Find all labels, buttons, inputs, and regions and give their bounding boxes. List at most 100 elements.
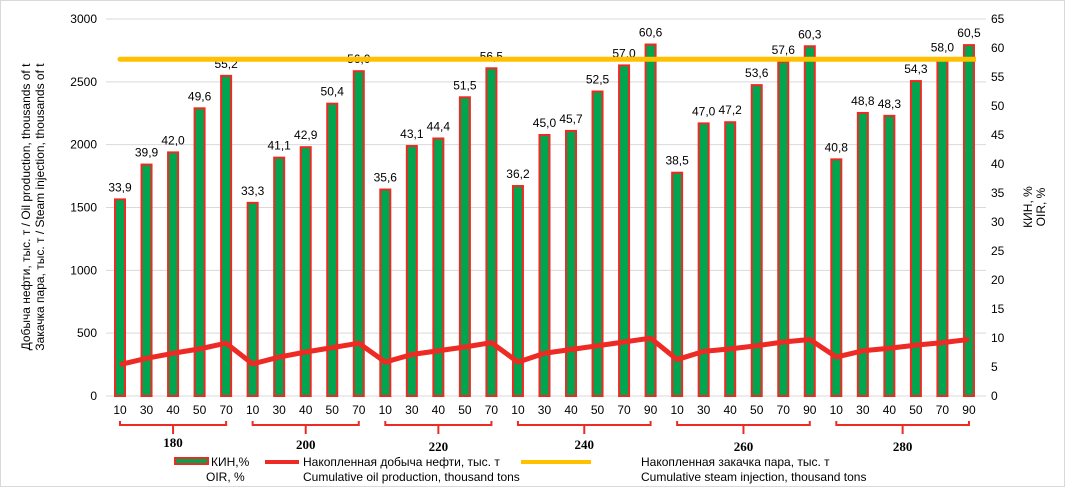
right-tick-label: 0 bbox=[991, 389, 998, 403]
bar-kin bbox=[644, 43, 657, 398]
x-tick-label: 50 bbox=[750, 403, 764, 417]
legend-label: Cumulative oil production, thousand tons bbox=[303, 470, 520, 484]
bar-data-label: 36,2 bbox=[506, 167, 530, 181]
bar-kin bbox=[565, 129, 578, 397]
bar-kin bbox=[909, 80, 922, 397]
x-tick-label: 30 bbox=[856, 403, 870, 417]
bar-kin bbox=[856, 111, 869, 398]
bar-data-label: 60,3 bbox=[798, 27, 822, 41]
bar-data-label: 38,5 bbox=[665, 154, 689, 168]
x-tick-label: 40 bbox=[432, 403, 446, 417]
bar-kin bbox=[167, 151, 180, 397]
bar-data-label: 44,4 bbox=[427, 119, 451, 133]
right-tick-label: 25 bbox=[991, 244, 1005, 258]
bar-kin bbox=[193, 107, 206, 397]
bar-kin bbox=[697, 122, 710, 398]
x-tick-label: 40 bbox=[299, 403, 313, 417]
right-tick-label: 10 bbox=[991, 331, 1005, 345]
right-tick-label: 55 bbox=[991, 70, 1005, 84]
left-tick-label: 3000 bbox=[70, 12, 97, 26]
line-cumulative-oil bbox=[119, 335, 970, 368]
x-tick-label: 10 bbox=[830, 403, 844, 417]
x-tick-label: 90 bbox=[644, 403, 658, 417]
x-tick-label: 10 bbox=[670, 403, 684, 417]
bar-kin bbox=[777, 60, 790, 397]
bar-kin bbox=[140, 163, 153, 397]
bar-kin bbox=[352, 70, 365, 397]
right-tick-label: 5 bbox=[991, 360, 998, 374]
bar-data-label: 33,3 bbox=[241, 184, 265, 198]
bar-data-label: 40,8 bbox=[825, 140, 849, 154]
x-tick-label: 50 bbox=[458, 403, 472, 417]
left-tick-label: 1000 bbox=[70, 263, 97, 277]
bar-data-label: 47,0 bbox=[692, 104, 716, 118]
right-tick-label: 45 bbox=[991, 128, 1005, 142]
bar-data-label: 52,5 bbox=[586, 73, 610, 87]
right-axis-title: КИН, % bbox=[1021, 186, 1035, 228]
bar-kin bbox=[458, 96, 471, 398]
x-tick-label: 30 bbox=[405, 403, 419, 417]
left-tick-label: 500 bbox=[77, 326, 97, 340]
left-axis-title: Добыча нефти, тыс. т / Oil production, t… bbox=[19, 63, 33, 351]
right-axis-title: OIR, % bbox=[1034, 187, 1048, 226]
group-label: 280 bbox=[893, 439, 913, 454]
x-tick-label: 10 bbox=[113, 403, 127, 417]
right-tick-label: 35 bbox=[991, 186, 1005, 200]
bar-data-label: 35,6 bbox=[374, 171, 398, 185]
legend-label: Накопленная закачка пара, тыс. т bbox=[641, 455, 830, 469]
left-tick-label: 2000 bbox=[70, 138, 97, 152]
bar-kin bbox=[538, 134, 551, 397]
bar-kin bbox=[936, 58, 949, 397]
bar-kin bbox=[591, 90, 604, 397]
bar-data-label: 41,1 bbox=[268, 139, 292, 153]
bar-kin bbox=[830, 158, 843, 397]
bar-data-label: 57,6 bbox=[772, 43, 796, 57]
x-tick-label: 90 bbox=[803, 403, 817, 417]
left-axis-title: Закачка пара, тыс. т / Steam injection, … bbox=[33, 63, 47, 351]
x-tick-label: 50 bbox=[326, 403, 340, 417]
legend-label: КИН,% bbox=[211, 455, 250, 469]
group-bracket bbox=[516, 421, 652, 434]
x-tick-label: 70 bbox=[485, 403, 499, 417]
x-tick-label: 10 bbox=[246, 403, 260, 417]
right-tick-label: 65 bbox=[991, 12, 1005, 26]
bar-data-label: 50,4 bbox=[321, 85, 345, 99]
bar-kin bbox=[220, 74, 233, 397]
left-tick-label: 0 bbox=[90, 389, 97, 403]
right-tick-label: 30 bbox=[991, 215, 1005, 229]
x-tick-label: 10 bbox=[379, 403, 393, 417]
x-tick-label: 70 bbox=[777, 403, 791, 417]
group-label: 200 bbox=[296, 437, 316, 452]
bar-kin bbox=[618, 64, 631, 398]
bar-data-label: 58,0 bbox=[931, 41, 955, 55]
bar-data-label: 45,7 bbox=[559, 112, 583, 126]
group-bracket bbox=[835, 421, 970, 434]
bar-data-label: 48,3 bbox=[878, 97, 902, 111]
bar-data-label: 60,5 bbox=[957, 26, 981, 40]
bar-data-label: 33,9 bbox=[108, 180, 132, 194]
bar-data-label: 60,6 bbox=[639, 26, 663, 40]
x-tick-label: 40 bbox=[724, 403, 738, 417]
bar-kin bbox=[246, 201, 259, 397]
bar-kin bbox=[671, 171, 684, 397]
bar-kin bbox=[485, 67, 498, 398]
bar-data-label: 42,0 bbox=[161, 133, 185, 147]
group-bracket bbox=[384, 421, 493, 434]
bar-kin bbox=[379, 188, 392, 397]
x-tick-label: 30 bbox=[273, 403, 287, 417]
bar-data-label: 54,3 bbox=[904, 62, 928, 76]
bar-kin bbox=[724, 121, 737, 398]
bar-kin bbox=[114, 198, 126, 397]
left-tick-label: 2500 bbox=[70, 75, 97, 89]
x-tick-label: 40 bbox=[883, 403, 897, 417]
right-tick-label: 15 bbox=[991, 302, 1005, 316]
right-tick-label: 40 bbox=[991, 157, 1005, 171]
group-label: 220 bbox=[429, 439, 449, 454]
group-bracket bbox=[676, 421, 811, 434]
legend-label: Cumulative steam injection, thousand ton… bbox=[641, 470, 866, 484]
bar-kin bbox=[326, 102, 339, 398]
x-tick-label: 30 bbox=[697, 403, 711, 417]
group-bracket bbox=[251, 421, 360, 434]
